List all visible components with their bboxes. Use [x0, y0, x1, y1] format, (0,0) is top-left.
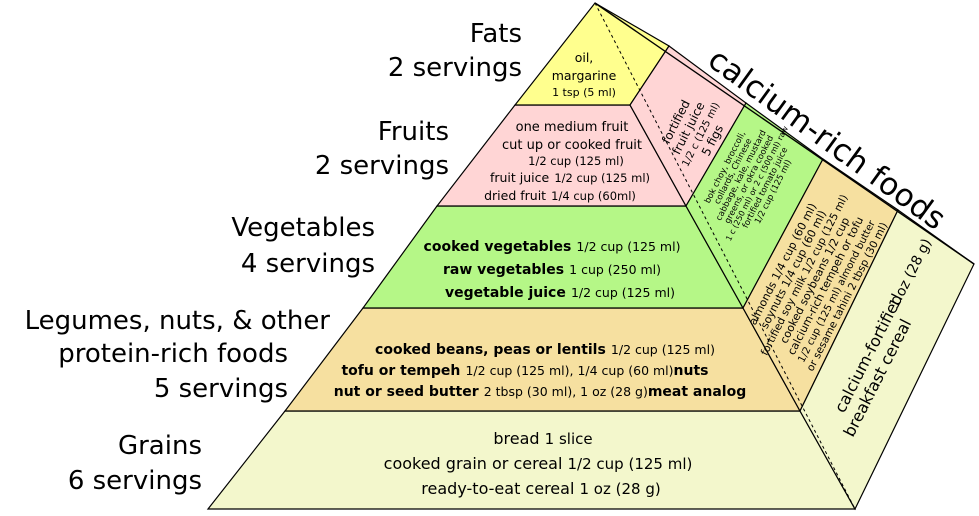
- vegetables-line-3: vegetable juice 1/2 cup (125 ml): [445, 282, 675, 301]
- pyramid-apex-edge: [594, 2, 975, 265]
- fats-line-1: oil,: [575, 50, 594, 65]
- grains-line-3: ready-to-eat cereal 1 oz (28 g): [421, 479, 660, 498]
- fruits-label: Fruits: [378, 117, 449, 147]
- fats-line-3: 1 tsp (5 ml): [552, 86, 616, 99]
- vegetables-line-2: raw vegetables 1 cup (250 ml): [443, 259, 661, 278]
- fruits-line-1: one medium fruit: [516, 120, 629, 135]
- grains-servings: 6 servings: [68, 466, 202, 496]
- legumes-line-2: tofu or tempeh 1/2 cup (125 ml), 1/4 cup…: [341, 360, 708, 379]
- vegetables-servings: 4 servings: [241, 249, 375, 279]
- legumes-label-line-2: protein-rich foods: [58, 339, 288, 369]
- fruits-line-2: cut up or cooked fruit: [502, 138, 642, 153]
- fats-servings: 2 servings: [388, 53, 522, 83]
- fats-line-2: margarine: [552, 68, 617, 83]
- fruits-line-4: fruit juice 1/2 cup (125 ml): [490, 167, 650, 186]
- fats-label: Fats: [470, 19, 522, 49]
- fruits-line-3: 1/2 cup (125 ml): [528, 154, 624, 168]
- pyramid-back-diagonal: [594, 2, 856, 510]
- fruits-line-5: dried fruit 1/4 cup (60ml): [484, 185, 636, 204]
- fruits-servings: 2 servings: [315, 151, 449, 181]
- grains-label: Grains: [118, 431, 202, 461]
- legumes-line-1: cooked beans, peas or lentils 1/2 cup (1…: [375, 339, 715, 358]
- grains-line-2: cooked grain or cereal 1/2 cup (125 ml): [384, 454, 693, 473]
- grains-line-1: bread 1 slice: [493, 429, 592, 448]
- fruits-side-text: fortified fruit juice 1/2 c (125 ml) 5 f…: [659, 98, 726, 169]
- legumes-line-3: nut or seed butter 2 tbsp (30 ml), 1 oz …: [334, 381, 746, 400]
- vegetables-label: Vegetables: [231, 213, 375, 243]
- legumes-servings: 5 servings: [154, 374, 288, 404]
- vegetables-line-1: cooked vegetables 1/2 cup (125 ml): [424, 236, 681, 255]
- legumes-label-line-1: Legumes, nuts, & other: [25, 306, 331, 336]
